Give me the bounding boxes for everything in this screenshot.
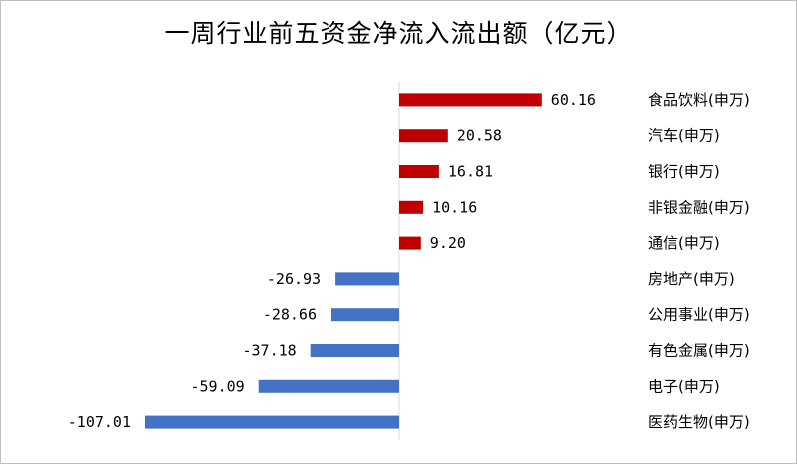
bar-1 [399, 129, 448, 143]
category-label-9: 医药生物(申万) [648, 413, 750, 431]
bar-8 [258, 379, 399, 393]
value-label-2: 16.81 [448, 163, 493, 181]
value-label-5: -26.93 [267, 270, 321, 288]
category-label-5: 房地产(申万) [648, 270, 735, 288]
chart-title: 一周行业前五资金净流入流出额（亿元） [164, 19, 633, 48]
bar-7 [310, 344, 399, 357]
value-label-9: -107.01 [68, 413, 131, 431]
bar-5 [335, 272, 399, 286]
value-label-0: 60.16 [551, 91, 596, 109]
value-label-6: -28.66 [263, 306, 317, 324]
category-label-0: 食品饮料(申万) [648, 91, 750, 109]
bar-3 [399, 200, 424, 214]
bar-6 [331, 308, 399, 322]
category-label-8: 电子(申万) [648, 377, 720, 395]
category-label-7: 有色金属(申万) [648, 342, 750, 360]
category-label-6: 公用事业(申万) [648, 306, 750, 324]
category-label-3: 非银金融(申万) [648, 198, 750, 216]
bar-4 [399, 236, 421, 250]
bar-0 [399, 93, 542, 107]
value-label-1: 20.58 [457, 127, 502, 145]
category-label-1: 汽车(申万) [648, 127, 720, 145]
value-label-3: 10.16 [432, 198, 477, 216]
value-label-8: -59.09 [191, 377, 245, 395]
value-label-4: 9.20 [430, 234, 466, 252]
category-label-4: 通信(申万) [648, 234, 720, 252]
bar-9 [145, 415, 399, 429]
value-label-7: -37.18 [243, 342, 297, 360]
bar-2 [399, 165, 439, 178]
category-label-2: 银行(申万) [648, 163, 720, 181]
